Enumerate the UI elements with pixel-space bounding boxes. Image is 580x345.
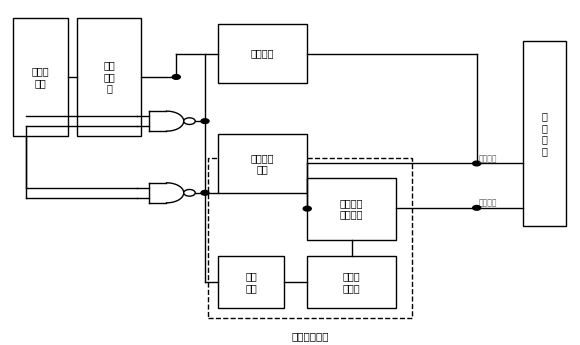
FancyBboxPatch shape bbox=[78, 18, 140, 136]
Circle shape bbox=[473, 206, 481, 210]
Text: 放大
电路: 放大 电路 bbox=[245, 271, 257, 293]
FancyBboxPatch shape bbox=[218, 135, 307, 193]
FancyBboxPatch shape bbox=[218, 24, 307, 83]
Circle shape bbox=[184, 118, 195, 125]
Text: 现
场
设
备: 现 场 设 备 bbox=[541, 111, 547, 156]
Circle shape bbox=[303, 206, 311, 211]
Text: 模数
转换
器: 模数 转换 器 bbox=[103, 60, 115, 93]
Circle shape bbox=[473, 161, 481, 166]
Text: 中央控
制器: 中央控 制器 bbox=[31, 66, 49, 88]
FancyBboxPatch shape bbox=[208, 158, 412, 318]
Text: 低电平线: 低电平线 bbox=[478, 198, 497, 207]
FancyBboxPatch shape bbox=[13, 18, 68, 136]
Text: 低端采
样电路: 低端采 样电路 bbox=[343, 271, 361, 293]
Text: 高电平线: 高电平线 bbox=[478, 154, 497, 163]
FancyBboxPatch shape bbox=[307, 178, 396, 239]
FancyBboxPatch shape bbox=[523, 41, 566, 226]
Text: 回码电流电路: 回码电流电路 bbox=[292, 331, 329, 341]
Text: 高端电流
映射电路: 高端电流 映射电路 bbox=[340, 198, 364, 219]
Text: 脉冲调制
电路: 脉冲调制 电路 bbox=[251, 153, 274, 175]
Circle shape bbox=[201, 190, 209, 195]
Circle shape bbox=[201, 119, 209, 124]
Circle shape bbox=[184, 189, 195, 196]
Text: 开关电路: 开关电路 bbox=[251, 49, 274, 59]
FancyBboxPatch shape bbox=[307, 256, 396, 308]
FancyBboxPatch shape bbox=[218, 256, 284, 308]
Circle shape bbox=[172, 75, 180, 79]
